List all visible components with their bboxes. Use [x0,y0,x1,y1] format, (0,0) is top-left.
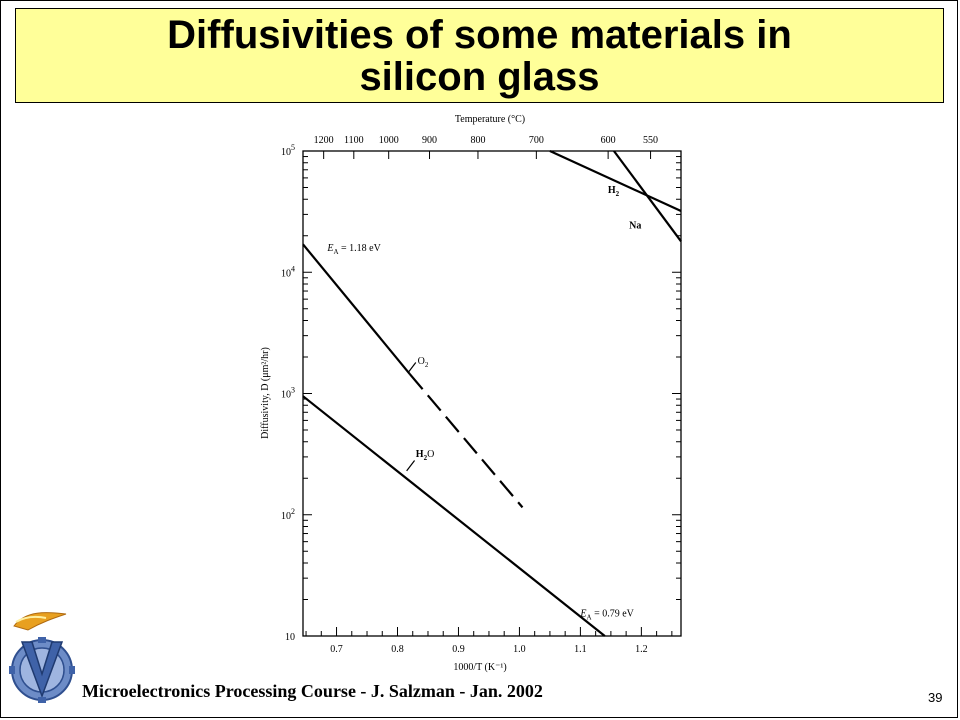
y-axis-title: Diffusivity, D (μm²/hr) [260,347,271,439]
plot-frame [302,150,682,637]
x-tick-label: 1.1 [574,644,587,655]
x-tick-label: 1.0 [513,644,526,655]
slide-number: 39 [928,690,943,705]
technion-logo-icon [9,612,75,703]
annotation-label: Na [629,220,641,231]
series-line-o2-dashed [408,373,524,509]
y-tick-label: 103 [281,386,295,401]
y-tick-label: 10 [285,632,295,643]
h2o-leader [406,460,416,472]
x-tick-label: 0.7 [330,644,343,655]
x-tick-label: 0.8 [391,644,404,655]
top-tick-label: 700 [529,135,544,146]
top-tick-label: 600 [601,135,616,146]
annotation-label: EA = 1.18 eV [326,243,381,256]
series-line-h2o [302,395,606,637]
top-tick-label: 900 [422,135,437,146]
y-tick-label: 104 [281,264,295,279]
annotation-label: H2O [416,449,435,462]
x-tick-label: 0.9 [452,644,465,655]
top-tick-label: 550 [643,135,658,146]
footer-text: Microelectronics Processing Course - J. … [82,681,543,701]
x-tick-label: 1.2 [635,644,648,655]
annotation-label: O2 [418,356,429,369]
y-tick-label: 105 [281,143,295,158]
annotation-label: H2 [608,185,620,198]
top-tick-label: 1200 [314,135,334,146]
series-line-h2 [549,149,682,213]
title-box: Diffusivities of some materials in silic… [15,8,944,103]
top-tick-label: 1100 [344,135,364,146]
series-line-na [613,150,682,242]
slide-title: Diffusivities of some materials in silic… [167,12,792,99]
o2-leader [407,362,417,373]
series-line-o2 [302,243,411,375]
annotation-label: EA = 0.79 eV [579,608,634,621]
top-tick-label: 800 [470,135,485,146]
x-axis-title: 1000/T (K⁻¹) [453,662,506,673]
top-tick-label: 1000 [379,135,399,146]
y-tick-label: 102 [281,507,295,522]
top-axis-title: Temperature (°C) [455,114,525,125]
